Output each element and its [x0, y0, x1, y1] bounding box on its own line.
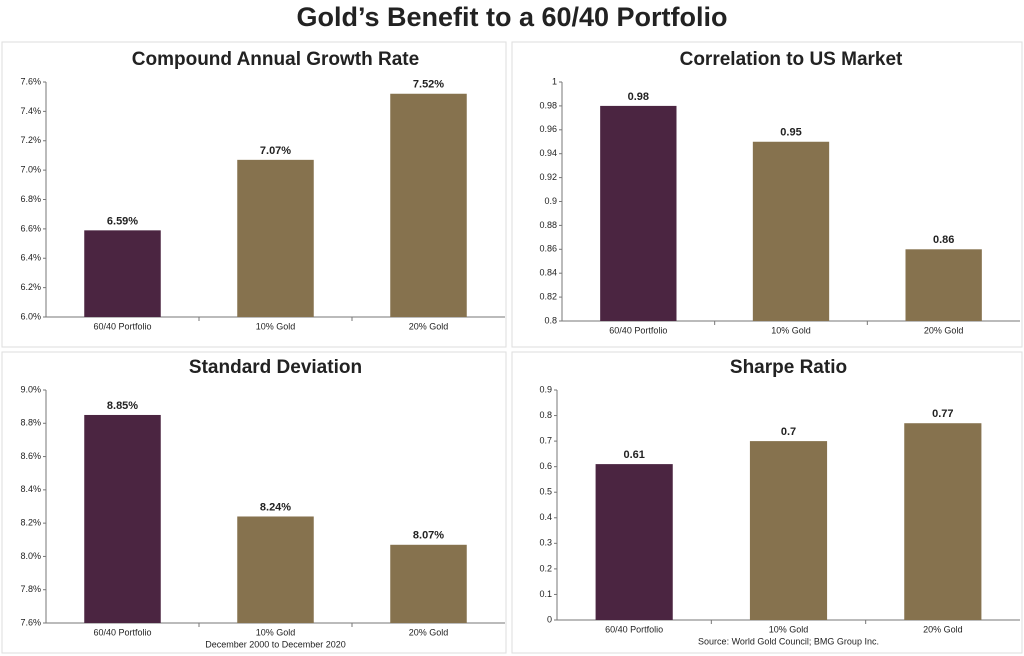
bar: [390, 544, 467, 623]
x-tick-label: 60/40 Portfolio: [93, 627, 151, 637]
note: December 2000 to December 2020: [205, 639, 346, 649]
bar: [600, 105, 677, 322]
y-tick-label: 0.3: [539, 538, 552, 548]
y-tick-label: 0.82: [539, 291, 557, 301]
y-tick-label: 6.8%: [20, 194, 41, 204]
y-tick-label: 7.4%: [20, 106, 41, 116]
x-tick-label: 60/40 Portfolio: [609, 325, 667, 335]
y-tick-label: 0.9: [544, 196, 557, 206]
y-tick-label: 9.0%: [20, 384, 41, 394]
y-tick-label: 6.4%: [20, 253, 41, 263]
bar: [390, 93, 467, 317]
y-tick-label: 7.6%: [20, 617, 41, 627]
y-tick-label: 1: [552, 76, 557, 86]
y-tick-label: 0.88: [539, 220, 557, 230]
y-tick-label: 0.1: [539, 589, 552, 599]
y-tick-label: 7.2%: [20, 135, 41, 145]
x-tick-label: 10% Gold: [771, 325, 811, 335]
value-label: 0.98: [628, 91, 649, 103]
y-tick-label: 0.98: [539, 100, 557, 110]
x-tick-label: 20% Gold: [924, 325, 964, 335]
y-tick-label: 0: [547, 614, 552, 624]
bar: [595, 464, 673, 620]
y-tick-label: 6.2%: [20, 282, 41, 292]
x-tick-label: 20% Gold: [409, 627, 449, 637]
panel: [1, 41, 507, 348]
bar: [749, 441, 828, 620]
y-tick-label: 0.2: [539, 563, 552, 573]
y-tick-label: 8.6%: [20, 451, 41, 461]
y-tick-label: 0.94: [539, 148, 557, 158]
y-tick-label: 0.6: [539, 461, 552, 471]
value-label: 0.95: [780, 127, 801, 139]
value-label: 0.77: [932, 408, 953, 420]
bar: [84, 414, 161, 623]
y-tick-label: 0.96: [539, 124, 557, 134]
note: Source: World Gold Council; BMG Group In…: [698, 636, 879, 646]
x-tick-label: 10% Gold: [256, 627, 296, 637]
y-tick-label: 0.86: [539, 244, 557, 254]
bar: [237, 516, 314, 623]
value-label: 8.85%: [107, 400, 138, 412]
x-tick-label: 10% Gold: [769, 624, 809, 634]
y-tick-label: 7.6%: [20, 76, 41, 86]
value-label: 0.61: [623, 449, 644, 461]
y-tick-label: 0.84: [539, 268, 557, 278]
y-tick-label: 0.92: [539, 172, 557, 182]
value-label: 7.52%: [413, 79, 444, 91]
value-label: 8.24%: [260, 501, 291, 513]
y-tick-label: 8.2%: [20, 518, 41, 528]
y-tick-label: 0.8: [544, 315, 557, 325]
y-tick-label: 0.5: [539, 487, 552, 497]
y-tick-label: 0.4: [539, 512, 552, 522]
panel: [1, 351, 507, 654]
chart-title: Sharpe Ratio: [730, 357, 847, 378]
chart-title: Correlation to US Market: [680, 49, 903, 70]
x-tick-label: 20% Gold: [923, 624, 963, 634]
y-tick-label: 8.0%: [20, 551, 41, 561]
panel: [511, 41, 1023, 348]
value-label: 8.07%: [413, 530, 444, 542]
y-tick-label: 0.8: [539, 410, 552, 420]
value-label: 0.7: [781, 426, 796, 438]
y-tick-label: 7.8%: [20, 584, 41, 594]
y-tick-label: 7.0%: [20, 165, 41, 175]
y-tick-label: 8.4%: [20, 484, 41, 494]
x-tick-label: 10% Gold: [256, 321, 296, 331]
value-label: 6.59%: [107, 215, 138, 227]
y-tick-label: 6.0%: [20, 311, 41, 321]
panel: [511, 351, 1023, 654]
y-tick-label: 0.9: [539, 384, 552, 394]
bar: [237, 159, 314, 317]
x-tick-label: 60/40 Portfolio: [93, 321, 151, 331]
y-tick-label: 8.8%: [20, 418, 41, 428]
x-tick-label: 60/40 Portfolio: [605, 624, 663, 634]
bar: [905, 249, 982, 321]
chart-title: Standard Deviation: [189, 357, 362, 378]
bar: [904, 423, 982, 620]
bar: [84, 230, 161, 317]
value-label: 7.07%: [260, 145, 291, 157]
value-label: 0.86: [933, 234, 954, 246]
bar: [752, 141, 830, 321]
x-tick-label: 20% Gold: [409, 321, 449, 331]
page-title: Gold’s Benefit to a 60/40 Portfolio: [296, 2, 727, 32]
chart-title: Compound Annual Growth Rate: [132, 49, 419, 70]
y-tick-label: 0.7: [539, 435, 552, 445]
y-tick-label: 6.6%: [20, 223, 41, 233]
